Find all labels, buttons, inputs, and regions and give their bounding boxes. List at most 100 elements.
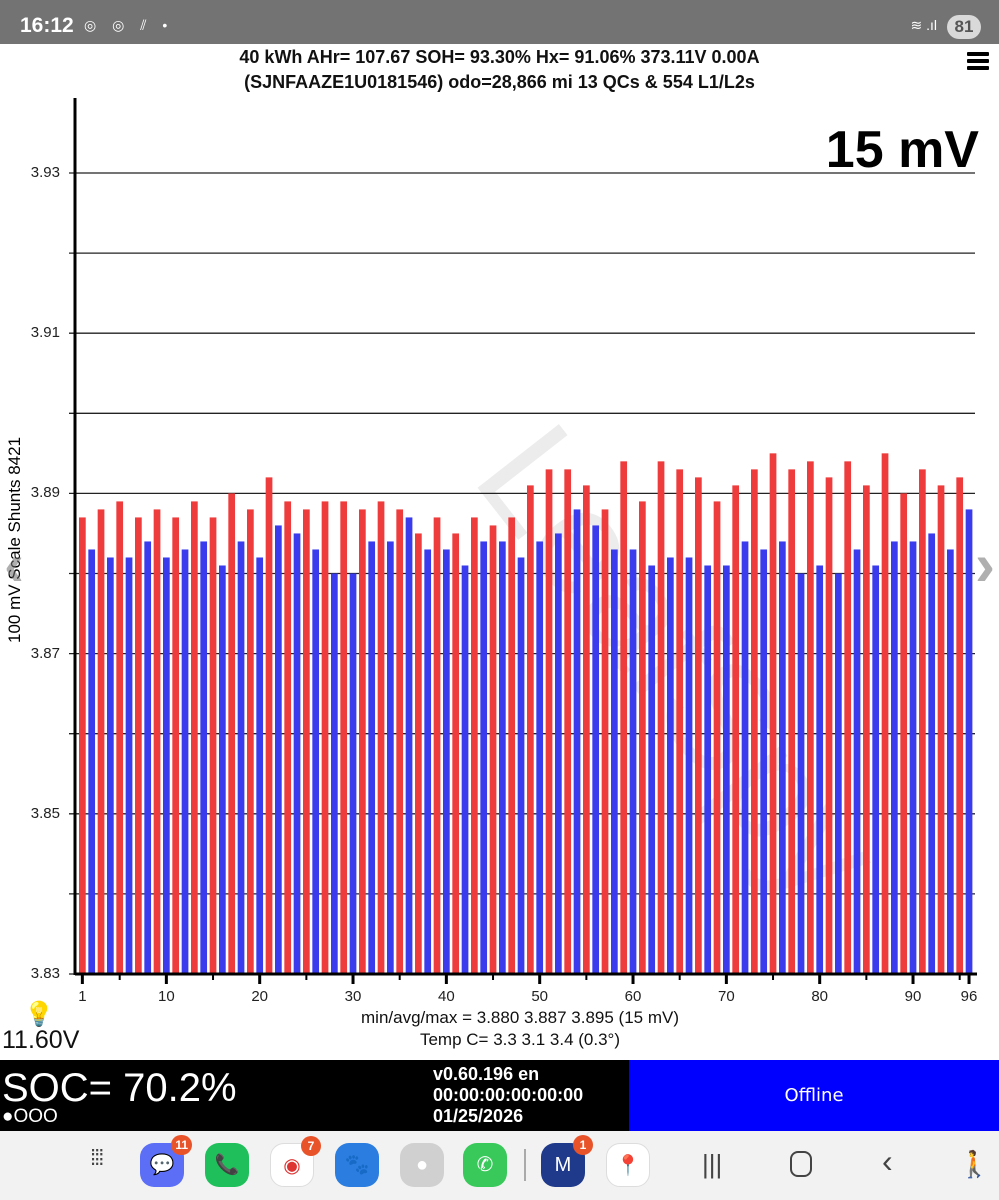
cell-bar [583, 485, 590, 974]
soc-value: SOC= 70.2% [2, 1066, 237, 1110]
app-icon-phone[interactable]: 📞 [205, 1143, 249, 1187]
battery-summary-header: 40 kWh AHr= 107.67 SOH= 93.30% Hx= 91.06… [0, 44, 999, 98]
cell-bar [779, 541, 786, 974]
cell-bar [517, 557, 525, 974]
cell-bar [723, 565, 730, 974]
cell-bar [172, 517, 180, 974]
vehicle-info-line2: (SJNFAAZE1U0181546) odo=28,866 mi 13 QCs… [244, 72, 755, 92]
app-icon-camera[interactable]: ● [400, 1143, 444, 1187]
x-tick-label: 10 [158, 988, 175, 1005]
cell-bar [321, 501, 329, 974]
cell-bar [825, 477, 833, 974]
cell-bar [760, 549, 768, 974]
back-button-icon[interactable]: ‹ [882, 1143, 893, 1179]
cell-bar [424, 549, 432, 974]
cell-bar [480, 541, 488, 974]
previous-screen-arrow-icon[interactable]: ‹ [4, 531, 24, 598]
cell-bar [340, 501, 348, 974]
accessibility-icon[interactable]: 🚶 [958, 1149, 991, 1179]
version-label: v0.60.196 en [433, 1064, 540, 1084]
cell-bar [163, 557, 170, 974]
cell-bar [807, 461, 814, 974]
min-avg-max-stats: min/avg/max = 3.880 3.887 3.895 (15 mV) [361, 1008, 679, 1027]
cell-bar [396, 509, 404, 974]
cell-bar [797, 573, 805, 974]
cell-bar [303, 509, 310, 974]
notification-badge: 1 [573, 1135, 593, 1155]
status-bar: 16:12 ◎ ◎ ⫽ • ≋ .ıl 81 [0, 0, 999, 44]
cell-bar [191, 501, 198, 974]
clock: 16:12 [20, 14, 74, 37]
cell-bar [228, 493, 236, 974]
home-button-icon[interactable] [790, 1151, 812, 1177]
app-icon-maps-go[interactable]: 📍 [606, 1143, 650, 1187]
cell-bar [433, 517, 441, 974]
app-icon-pet-app[interactable]: 🐾 [335, 1143, 379, 1187]
app-icon-chrome[interactable]: ◉ 7 [270, 1136, 321, 1187]
cell-bar [200, 541, 208, 974]
cell-bar [788, 469, 796, 974]
cell-bar [284, 501, 292, 974]
y-tick-label: 3.93 [30, 164, 60, 181]
x-tick-label: 50 [531, 988, 549, 1005]
notification-badge: 7 [301, 1136, 321, 1156]
hamburger-menu-icon[interactable] [967, 52, 989, 72]
cell-bar [265, 477, 273, 974]
cell-bar [667, 557, 674, 974]
cell-bar [293, 533, 301, 974]
cell-bar [387, 541, 394, 974]
cell-bar [564, 469, 572, 974]
lightbulb-icon[interactable]: 💡 [24, 1001, 54, 1028]
x-tick-label: 20 [251, 988, 269, 1005]
cell-bar [713, 501, 721, 974]
cell-bar [144, 541, 152, 974]
cell-bar [247, 509, 254, 974]
cell-bar [909, 541, 917, 974]
cell-voltage-chart[interactable]: LeafSpy 15 mV 100 mV Scale Shunts 8421 3… [0, 98, 999, 1058]
cell-bar [937, 485, 945, 974]
cell-bar [209, 517, 217, 974]
cell-bar [844, 461, 852, 974]
cell-bar [928, 533, 936, 974]
offline-status-button[interactable]: Offline [629, 1060, 999, 1131]
cell-bar [732, 485, 740, 974]
cell-bar [415, 533, 422, 974]
cell-bar [657, 461, 665, 974]
cell-bar [331, 573, 338, 974]
notification-icons: ◎ ◎ ⫽ • [84, 17, 174, 33]
cell-bar [452, 533, 460, 974]
x-tick-label: 80 [811, 988, 829, 1005]
cell-bar [695, 477, 702, 974]
x-tick-label: 70 [718, 988, 735, 1005]
cell-bar [377, 501, 385, 974]
app-icon-whatsapp[interactable]: ✆ [463, 1143, 507, 1187]
cell-bar [601, 509, 609, 974]
y-tick-label: 3.87 [30, 644, 60, 662]
cell-bar [685, 557, 693, 974]
cell-bar [751, 469, 758, 974]
y-tick-label: 3.91 [30, 324, 60, 342]
cell-bar [573, 509, 581, 974]
cell-bar [965, 509, 973, 974]
app-icon-messages[interactable]: 💬 11 [140, 1135, 192, 1187]
app-drawer-icon[interactable]: ⁞⁞⁞ [90, 1145, 104, 1170]
bar-chart-canvas: LeafSpy [69, 98, 977, 984]
next-screen-arrow-icon[interactable]: › [975, 531, 995, 598]
notification-badge: 11 [171, 1135, 192, 1155]
cell-bar [349, 573, 357, 974]
x-tick-label: 96 [960, 988, 978, 1005]
cell-bar [835, 573, 842, 974]
cell-bar [881, 453, 889, 975]
y-tick-label: 3.89 [30, 484, 60, 502]
battery-indicator: 81 [947, 15, 981, 39]
cell-bar [900, 493, 908, 974]
cell-bar [107, 557, 114, 974]
wifi-signal-icon: ≋ .ıl [910, 17, 937, 33]
cell-bar [545, 469, 553, 974]
version-info: v0.60.196 en 00:00:00:00:00:00 01/25/202… [433, 1064, 583, 1127]
recents-button-icon[interactable]: ||| [702, 1149, 723, 1179]
cell-bar [79, 517, 86, 974]
aux-battery-voltage: 11.60V [2, 1026, 80, 1054]
cell-bar [639, 501, 646, 974]
